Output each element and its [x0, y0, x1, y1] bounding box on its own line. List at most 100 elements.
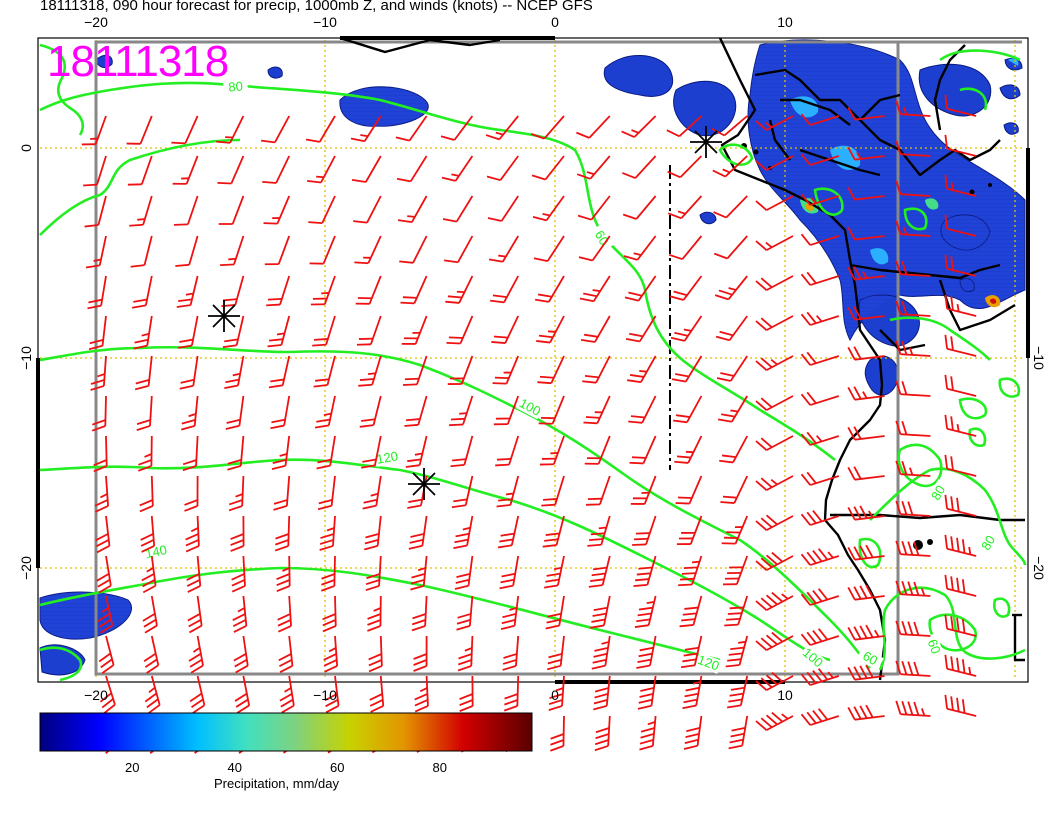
wind-barb	[671, 355, 703, 383]
wind-barb	[800, 193, 840, 206]
wind-barb	[186, 555, 202, 593]
wind-barb	[755, 315, 794, 331]
wind-barb	[142, 595, 158, 634]
wind-barb	[492, 355, 520, 385]
wind-barb	[683, 715, 703, 750]
wind-barb	[944, 174, 977, 197]
wind-barb	[500, 595, 520, 631]
wind-barb	[176, 275, 199, 308]
wind-barb	[368, 635, 383, 673]
wind-barb	[847, 146, 885, 161]
colorbar-title: Precipitation, mm/day	[214, 776, 339, 791]
wind-barb	[503, 675, 520, 712]
wind-barb	[944, 334, 977, 357]
wind-barb	[410, 555, 428, 591]
wind-barb	[944, 134, 977, 157]
wind-barb	[627, 355, 657, 384]
wind-barb	[131, 275, 153, 309]
wind-barb	[895, 380, 931, 397]
wind-barb	[314, 395, 336, 429]
wind-barb	[895, 100, 931, 117]
wind-barb	[755, 591, 794, 611]
wind-barb	[233, 635, 249, 674]
wind-barb	[546, 635, 565, 671]
wind-barb	[545, 595, 565, 630]
wind-barb	[449, 395, 474, 427]
wind-barb	[305, 115, 336, 143]
wind-barb	[713, 195, 748, 219]
wind-barb	[847, 106, 885, 121]
lat-tick-label-right: −10	[1031, 346, 1047, 370]
wind-barb	[944, 494, 977, 517]
wind-barb	[355, 275, 382, 305]
wind-barb	[133, 315, 153, 350]
wind-barb	[712, 155, 748, 178]
wind-barb	[593, 675, 611, 711]
wind-barb	[800, 233, 840, 246]
contour-label: 80	[978, 533, 998, 553]
wind-barb	[230, 515, 245, 552]
wind-barb	[136, 395, 153, 432]
wind-barb	[847, 186, 885, 201]
map-title: 18111318, 090 hour forecast for precip, …	[40, 0, 593, 14]
wind-barb	[629, 435, 657, 465]
wind-barb	[944, 374, 977, 397]
lon-tick-label-bottom: 10	[777, 687, 793, 703]
wind-barb	[276, 555, 291, 593]
wind-barb	[459, 675, 474, 712]
wind-barb	[220, 235, 245, 267]
wind-barb	[232, 595, 248, 633]
wind-barb	[541, 475, 565, 507]
wind-barb	[502, 635, 520, 671]
wind-barb	[279, 675, 295, 714]
wind-barb	[673, 395, 703, 424]
wind-barb	[800, 153, 840, 166]
colorbar-tick-label: 20	[125, 760, 139, 775]
wind-barb	[400, 275, 428, 305]
wind-barb	[413, 635, 428, 672]
wind-barb	[755, 475, 794, 491]
wind-barb	[404, 395, 428, 427]
wind-barb	[668, 235, 703, 261]
wind-barb	[83, 155, 107, 187]
wind-barb	[126, 115, 153, 145]
wind-barb	[84, 195, 107, 228]
wind-barb	[847, 426, 885, 441]
wind-barb	[317, 475, 336, 511]
wind-barb	[755, 395, 794, 411]
lat-tick-label-left: 0	[18, 144, 34, 152]
wind-barb	[490, 275, 519, 304]
wind-barb	[307, 155, 336, 184]
wind-barb	[674, 435, 703, 464]
wind-barb	[800, 113, 840, 126]
wind-barb	[530, 115, 565, 140]
wind-barb	[847, 704, 885, 721]
wind-barb	[755, 514, 794, 531]
height-contours	[39, 43, 1027, 682]
lat-tick-label-right: −20	[1031, 556, 1047, 580]
wind-barb	[181, 395, 199, 431]
wind-barb	[625, 315, 657, 343]
wind-barb	[621, 115, 657, 138]
wind-barb	[944, 654, 977, 677]
wind-barb	[262, 155, 291, 184]
wind-barb	[138, 435, 153, 472]
wind-barb	[895, 460, 931, 477]
wind-barb	[444, 235, 474, 264]
wind-barb	[538, 395, 565, 425]
wind-barb	[234, 675, 251, 714]
wind-barb	[319, 515, 336, 551]
wind-barb	[445, 275, 474, 304]
contour-label: 60	[592, 228, 612, 248]
wind-barb	[271, 435, 291, 471]
wind-barb	[224, 355, 245, 389]
wind-barb	[537, 355, 565, 385]
wind-barb	[134, 355, 153, 391]
wind-barb	[359, 395, 382, 428]
date-stamp: 18111318	[47, 37, 229, 86]
wind-barb	[179, 355, 199, 390]
wind-barb	[536, 315, 565, 344]
wind-barb	[263, 195, 291, 225]
lon-tick-label-top: −10	[313, 14, 337, 30]
